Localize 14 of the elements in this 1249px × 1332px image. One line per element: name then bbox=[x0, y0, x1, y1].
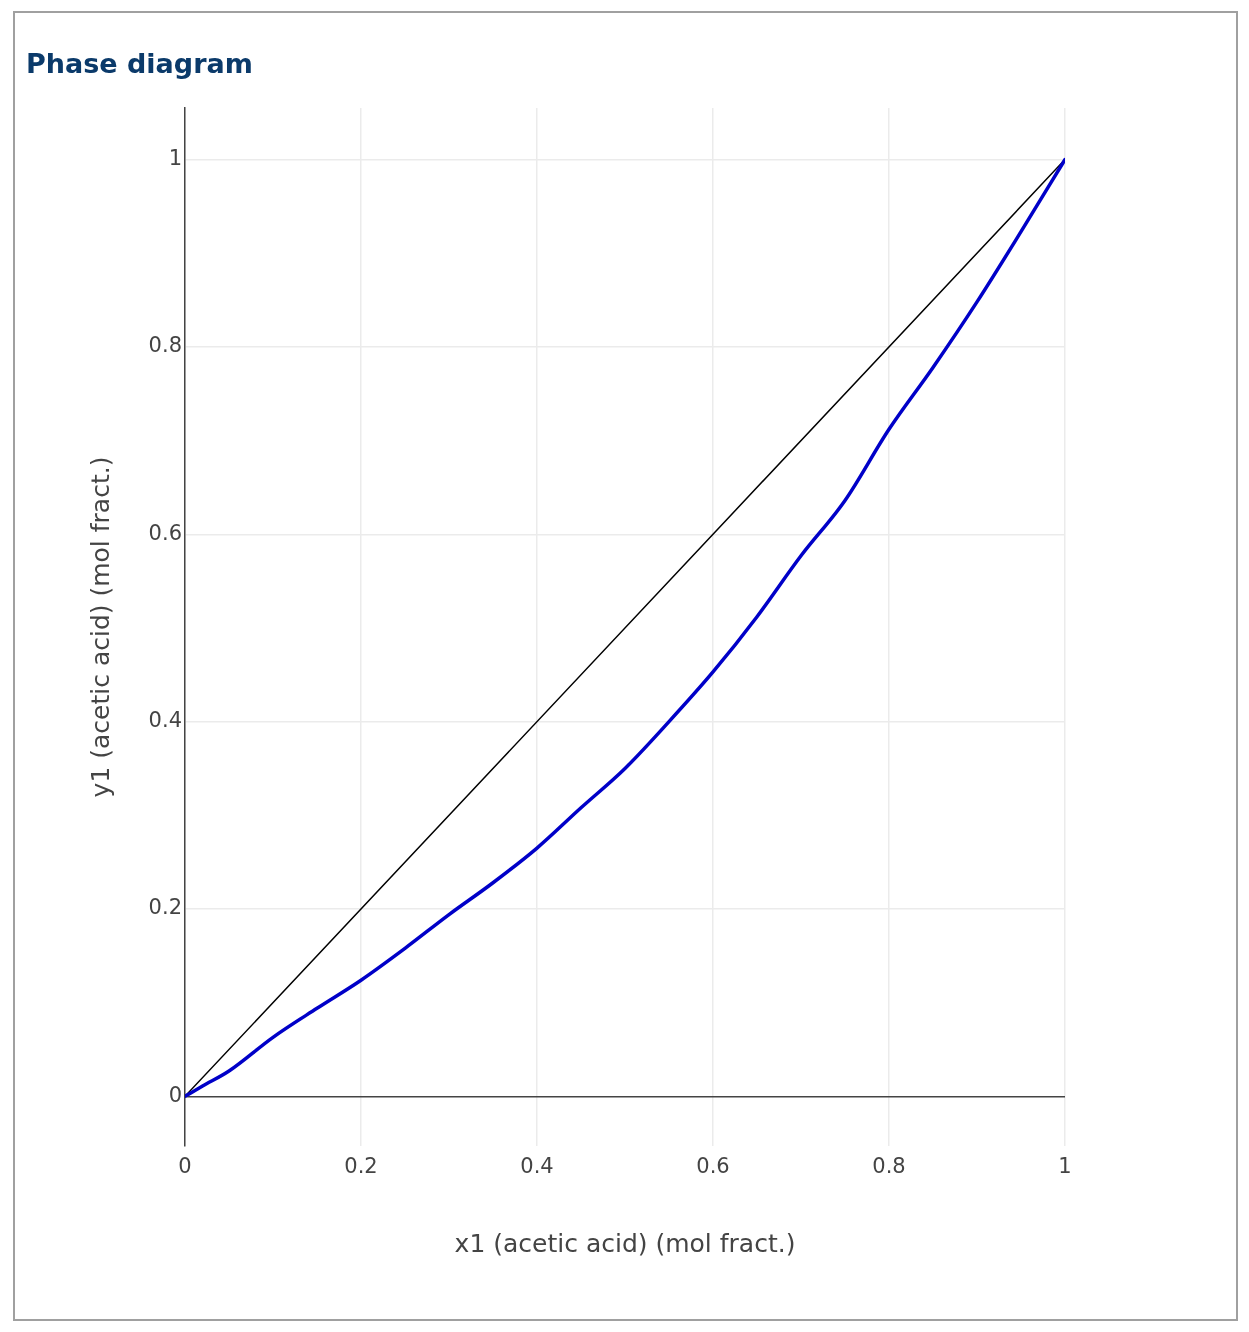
y-tick-label: 0 bbox=[168, 1082, 182, 1107]
x-tick-label: 1 bbox=[1058, 1154, 1072, 1179]
y-tick-label: 1 bbox=[168, 145, 182, 170]
x-tick-label: 0.2 bbox=[344, 1154, 378, 1179]
x-tick-label: 0.8 bbox=[872, 1154, 906, 1179]
y-tick-label: 0.4 bbox=[148, 708, 182, 733]
chart-title: Phase diagram bbox=[26, 48, 253, 79]
x-tick-label: 0.6 bbox=[696, 1154, 730, 1179]
x-axis-title: x1 (acetic acid) (mol fract.) bbox=[454, 1228, 796, 1258]
y-axis-title: y1 (acetic acid) (mol fract.) bbox=[85, 456, 115, 798]
y-tick-label: 0.8 bbox=[148, 333, 182, 358]
x-tick-label: 0.4 bbox=[520, 1154, 554, 1179]
y-tick-label: 0.6 bbox=[148, 520, 182, 545]
y-tick-label: 0.2 bbox=[148, 895, 182, 920]
